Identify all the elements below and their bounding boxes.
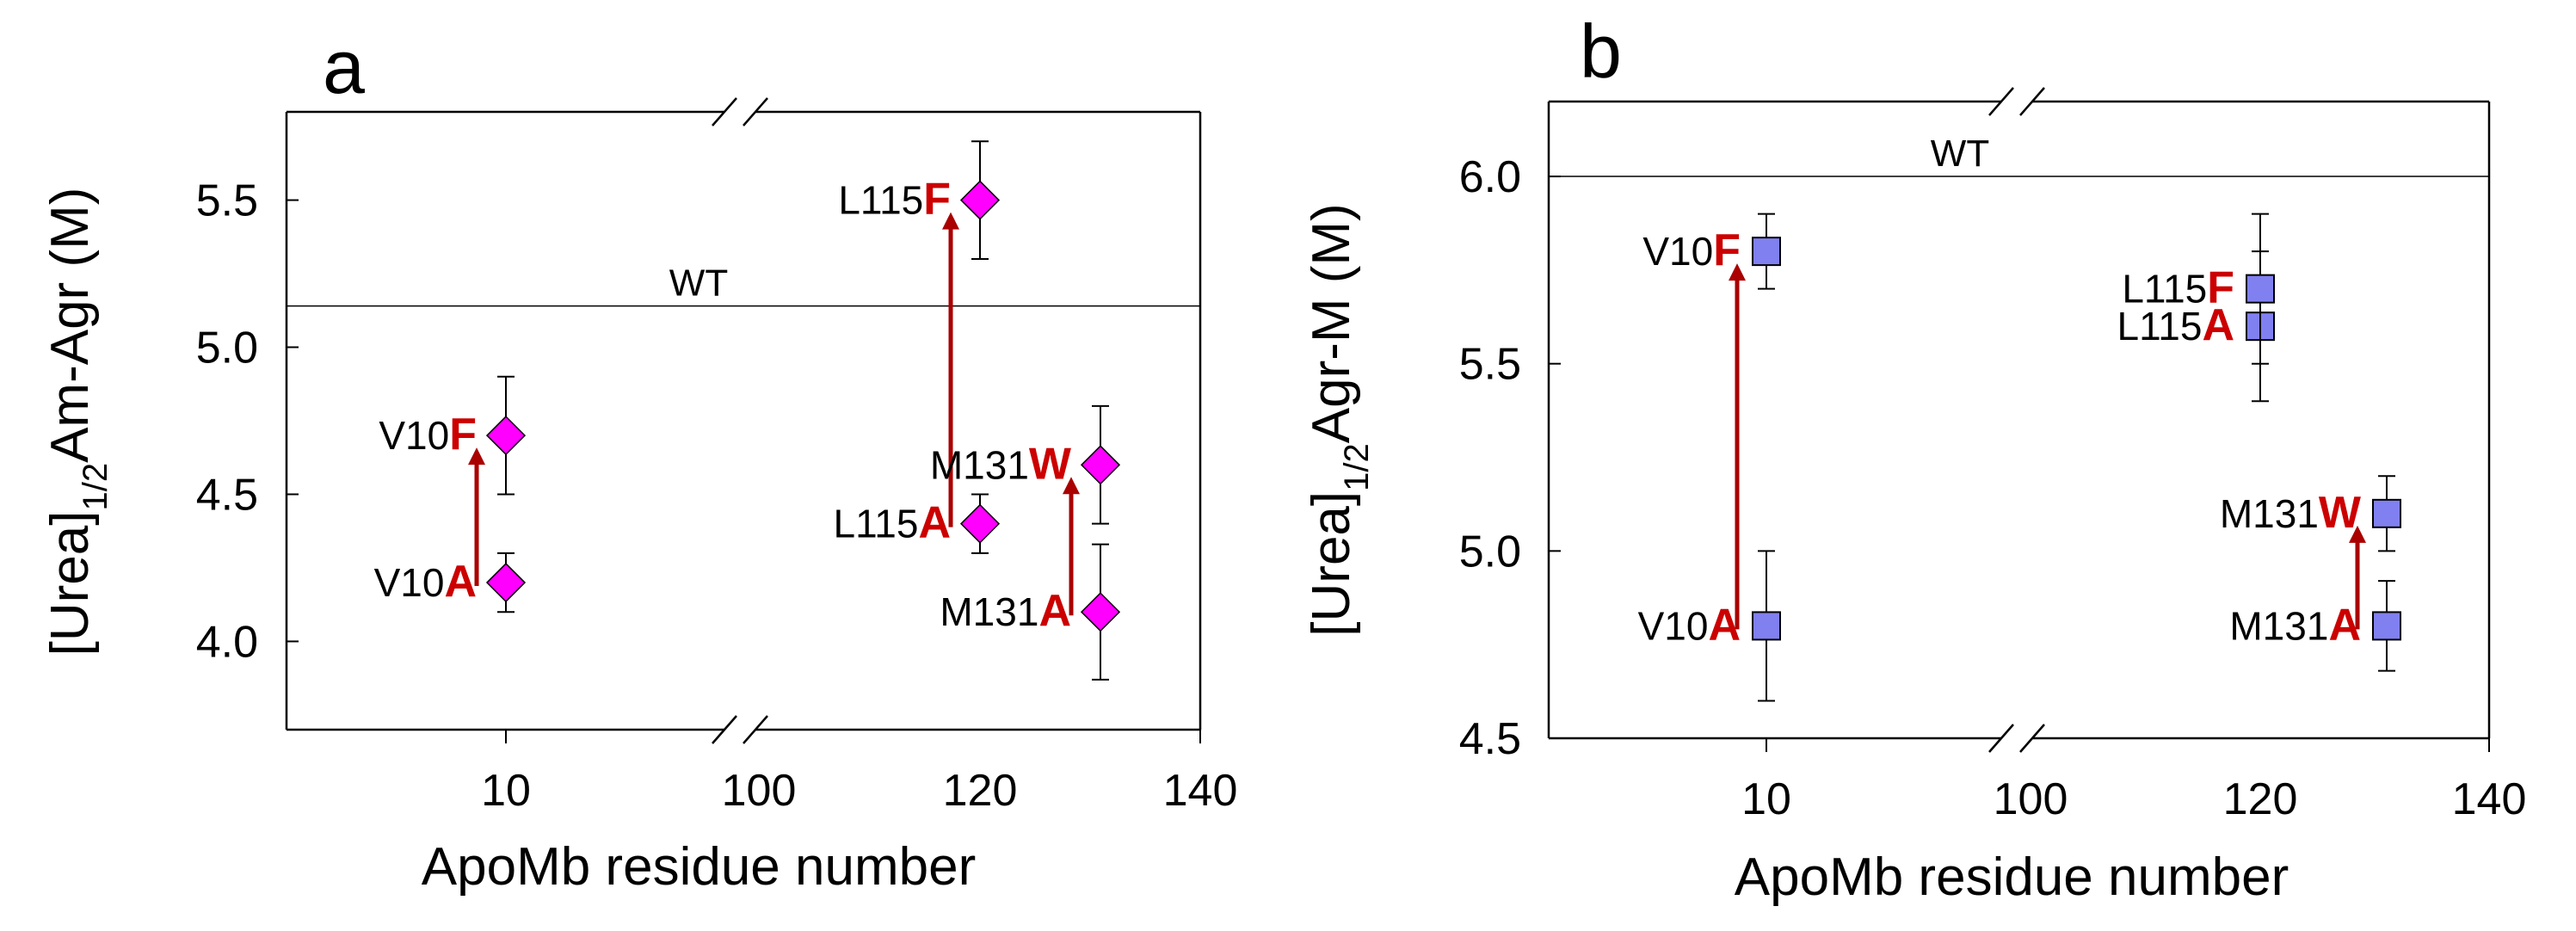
x-ticks: 10 100 120 140 [1741,738,2526,824]
data-point-diamond [959,180,1001,220]
x-tick-label: 10 [481,766,531,816]
y-tick-label: 6.0 [1459,152,1521,202]
x-tick-label: 100 [1994,774,2068,824]
data-point-diamond [485,562,527,603]
panel-label-b: b [1580,9,1622,94]
arrow-head [1063,477,1080,495]
data-point-square [2372,611,2401,641]
point-label: L115A [834,498,951,548]
data-point-diamond [1080,445,1121,485]
y-tick-label: 5.0 [196,324,258,373]
arrow-head [2349,525,2366,543]
data-point-diamond [1080,592,1121,632]
point-label: L115F [838,175,951,225]
panel-b: b WT 4.5 5.0 5.5 6.0 10 100 [1302,9,2526,907]
x-tick-label: 140 [1163,766,1238,816]
wt-label: WT [669,262,728,305]
x-tick-label: 100 [722,766,797,816]
x-tick-label: 120 [943,766,1018,816]
x-axis-label: ApoMb residue number [1735,848,2289,907]
y-ticks: 4.0 4.5 5.0 5.5 [196,176,299,667]
y-tick-label: 5.5 [1459,340,1521,390]
y-ticks: 4.5 5.0 5.5 6.0 [1459,152,1561,764]
axis-break-bottom [1988,724,2045,753]
data-point-square [1752,611,1781,641]
point-label: M131A [2229,600,2361,650]
panel-a: a WT 4.0 4.5 5.0 5.5 10 100 [40,24,1237,897]
axis-break-top [712,97,768,126]
y-axis-label: [Urea]1/2Agr-M (M) [1302,203,1376,636]
data-point-square [2246,274,2275,304]
y-axis-label: [Urea]1/2Am-Agr (M) [40,188,114,657]
arrow-head [942,212,959,230]
wt-label: WT [1931,133,1989,175]
data-point-diamond [485,416,527,456]
x-axis-label: ApoMb residue number [422,837,976,897]
panel-label-a: a [323,24,365,109]
point-label: L115A [2117,300,2234,350]
point-label: V10A [374,557,477,607]
data-point-square [2372,498,2401,528]
point-label: M131W [2220,488,2362,538]
point-label: M131A [940,586,1071,636]
x-tick-label: 120 [2223,774,2298,824]
point-label: V10F [379,410,477,459]
x-ticks: 10 100 120 140 [481,730,1237,816]
y-tick-label: 4.0 [196,617,258,667]
arrow-head [468,447,485,466]
y-tick-label: 5.5 [196,176,258,226]
arrow-head [1729,263,1746,281]
plot-frame-b [1547,87,2491,753]
x-tick-label: 140 [2452,774,2527,824]
y-tick-label: 5.0 [1459,527,1521,576]
data-point-square [1752,237,1781,267]
point-label: L115F [2122,263,2234,313]
point-label: V10A [1638,600,1741,650]
y-tick-label: 4.5 [196,470,258,520]
x-tick-label: 10 [1741,774,1791,824]
axis-break-top [1988,87,2045,116]
y-tick-label: 4.5 [1459,714,1521,764]
data-marks: V10A V10F L115A L115F M131A M131W [374,140,1121,681]
data-point-diamond [959,503,1001,544]
point-label: V10F [1642,225,1741,275]
point-label: M131W [930,439,1072,489]
axis-break-bottom [712,715,768,744]
